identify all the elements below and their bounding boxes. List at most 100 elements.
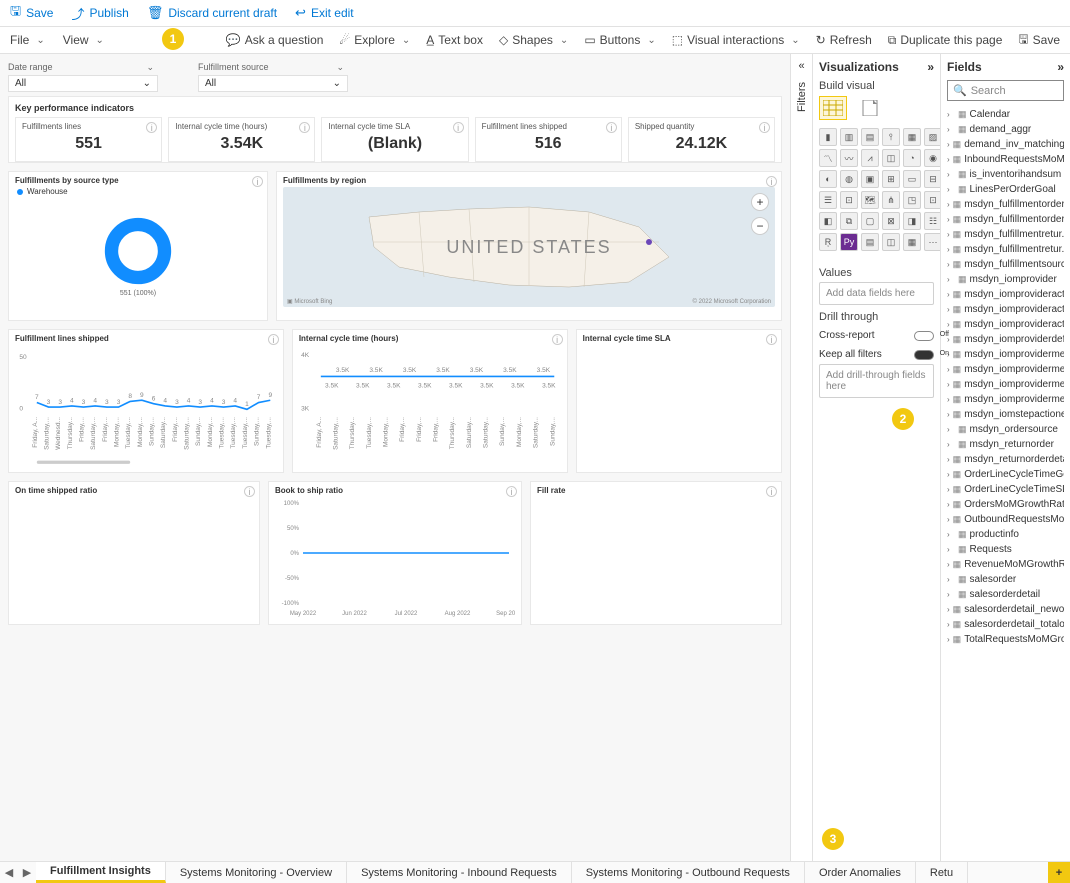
viz-type-icon[interactable]: ▭	[903, 170, 921, 188]
discard-button[interactable]: 🗑Discard current draft	[147, 5, 277, 21]
cycle-time-chart[interactable]: Internal cycle time (hours) i 4K3K3.5K3.…	[292, 329, 568, 473]
duplicate-page-button[interactable]: ⧉Duplicate this page	[888, 30, 1003, 51]
field-table-row[interactable]: ›▦TotalRequestsMoMGro...	[947, 632, 1064, 647]
info-icon[interactable]: i	[146, 122, 157, 133]
viz-type-icon[interactable]: ◐	[819, 170, 837, 188]
page-tab[interactable]: Systems Monitoring - Outbound Requests	[572, 862, 805, 883]
field-table-row[interactable]: ›▦salesorderdetail_newor...	[947, 602, 1064, 617]
expand-filters-icon[interactable]: «	[798, 60, 804, 72]
field-table-row[interactable]: ›▦InboundRequestsMoM...	[947, 152, 1064, 167]
kpi-card[interactable]: Fulfillment lines shippedi516	[475, 117, 622, 162]
field-table-row[interactable]: ›▦msdyn_iomprovideracti...	[947, 302, 1064, 317]
collapse-pane-icon[interactable]: »	[927, 60, 934, 74]
info-icon[interactable]: i	[453, 122, 464, 133]
viz-type-icon[interactable]: ▤	[861, 128, 879, 146]
field-table-row[interactable]: ›▦msdyn_fulfillmentretur...	[947, 242, 1064, 257]
page-tab[interactable]: Order Anomalies	[805, 862, 916, 883]
field-table-row[interactable]: ›▦msdyn_returnorder	[947, 437, 1064, 452]
file-menu[interactable]: File	[10, 33, 45, 47]
tabs-prev[interactable]: ◀	[0, 862, 18, 883]
viz-type-icon[interactable]: ▥	[840, 128, 858, 146]
viz-type-icon[interactable]: Ŗ	[819, 233, 837, 251]
field-table-row[interactable]: ›▦Requests	[947, 542, 1064, 557]
page-tab[interactable]: Systems Monitoring - Inbound Requests	[347, 862, 572, 883]
viz-type-icon[interactable]: ▢	[861, 212, 879, 230]
info-icon[interactable]: i	[244, 486, 255, 497]
kpi-card[interactable]: Internal cycle time SLAi(Blank)	[321, 117, 468, 162]
field-table-row[interactable]: ›▦msdyn_iomproviderdefi...	[947, 332, 1064, 347]
keep-filters-toggle[interactable]	[914, 350, 934, 360]
exit-edit-button[interactable]: ↩Exit edit	[295, 5, 354, 21]
field-table-row[interactable]: ›▦msdyn_iomproviderme...	[947, 362, 1064, 377]
viz-type-icon[interactable]: ⫯	[882, 128, 900, 146]
view-menu[interactable]: View	[63, 33, 104, 47]
lines-shipped-chart[interactable]: Fulfillment lines shipped i 500733434338…	[8, 329, 284, 473]
field-table-row[interactable]: ›▦OrderLineCycleTimeGoal	[947, 467, 1064, 482]
info-icon[interactable]: i	[759, 122, 770, 133]
viz-type-icon[interactable]: ⧉	[840, 212, 858, 230]
field-table-row[interactable]: ›▦msdyn_iomproviderme...	[947, 377, 1064, 392]
buttons-button[interactable]: ▭Buttons	[584, 30, 655, 51]
map-viewport[interactable]: UNITED STATES + − © 2022 Microsoft Corpo…	[283, 187, 775, 307]
viz-type-icon[interactable]: ▮	[819, 128, 837, 146]
field-table-row[interactable]: ›▦msdyn_fulfillmentretur...	[947, 227, 1064, 242]
drill-dropzone[interactable]: Add drill-through fields here	[819, 364, 934, 398]
ontime-ratio-chart[interactable]: On time shipped ratio i	[8, 481, 260, 625]
visual-interactions-button[interactable]: ⬚Visual interactions	[672, 30, 800, 51]
info-icon[interactable]: i	[766, 176, 777, 187]
tabs-next[interactable]: ▶	[18, 862, 36, 883]
map-zoom-out[interactable]: −	[751, 217, 769, 235]
values-dropzone[interactable]: Add data fields here	[819, 282, 934, 305]
viz-type-icon[interactable]: ◧	[819, 212, 837, 230]
viz-type-icon[interactable]: ⊞	[882, 170, 900, 188]
slicer-fulfillment-source[interactable]: Fulfillment source⌄ All⌄	[198, 62, 348, 92]
viz-type-icon[interactable]: ⩘	[861, 149, 879, 167]
field-table-row[interactable]: ›▦msdyn_fulfillmentorder...	[947, 212, 1064, 227]
fields-search-input[interactable]: 🔍Search	[947, 80, 1064, 101]
info-icon[interactable]: i	[268, 334, 279, 345]
field-table-row[interactable]: ›▦salesorderdetail	[947, 587, 1064, 602]
viz-type-icon[interactable]: ▦	[903, 128, 921, 146]
field-table-row[interactable]: ›▦OrderLineCycleTimeSLA	[947, 482, 1064, 497]
field-table-row[interactable]: ›▦msdyn_returnorderdetail	[947, 452, 1064, 467]
explore-button[interactable]: ☄Explore	[339, 30, 410, 51]
save-button-2[interactable]: 🖫Save	[1018, 30, 1060, 51]
viz-type-icon[interactable]: ◫	[882, 233, 900, 251]
viz-type-icon[interactable]: ⊠	[882, 212, 900, 230]
field-table-row[interactable]: ›▦msdyn_fulfillmentorder	[947, 197, 1064, 212]
field-table-row[interactable]: ›▦msdyn_iomproviderme...	[947, 392, 1064, 407]
field-table-row[interactable]: ›▦is_inventorihandsum	[947, 167, 1064, 182]
book-to-ship-chart[interactable]: Book to ship ratio i 100%50%0%-50%-100%M…	[268, 481, 522, 625]
kpi-card[interactable]: Shipped quantityi24.12K	[628, 117, 775, 162]
viz-type-icon[interactable]: ◨	[903, 212, 921, 230]
field-table-row[interactable]: ›▦msdyn_iomprovideracti...	[947, 287, 1064, 302]
refresh-button[interactable]: ↻Refresh	[816, 30, 872, 51]
viz-type-icon[interactable]: 🗺	[861, 191, 879, 209]
viz-type-icon[interactable]: 〰	[840, 149, 858, 167]
viz-type-icon[interactable]: ☰	[819, 191, 837, 209]
collapse-pane-icon[interactable]: »	[1057, 60, 1064, 74]
field-table-row[interactable]: ›▦LinesPerOrderGoal	[947, 182, 1064, 197]
viz-type-icon[interactable]: ◳	[903, 191, 921, 209]
map-zoom-in[interactable]: +	[751, 193, 769, 211]
info-icon[interactable]: i	[552, 334, 563, 345]
kpi-card[interactable]: Fulfillments linesi551	[15, 117, 162, 162]
viz-type-icon[interactable]: ◔	[903, 149, 921, 167]
add-page-tab[interactable]: +	[1048, 862, 1070, 883]
slicer-date-range[interactable]: Date range⌄ All⌄	[8, 62, 158, 92]
cross-report-toggle[interactable]	[914, 331, 934, 341]
map-chart-card[interactable]: Fulfillments by region i UNITED STATES	[276, 171, 782, 321]
field-table-row[interactable]: ›▦msdyn_iomprovideracti...	[947, 317, 1064, 332]
publish-button[interactable]: ⤴Publish	[71, 4, 128, 23]
shapes-button[interactable]: ◇Shapes	[499, 30, 568, 51]
field-table-row[interactable]: ›▦Calendar	[947, 107, 1064, 122]
info-icon[interactable]: i	[299, 122, 310, 133]
build-visual-tab[interactable]	[819, 96, 847, 120]
info-icon[interactable]: i	[506, 486, 517, 497]
info-icon[interactable]: i	[766, 334, 777, 345]
ask-question-button[interactable]: 💬Ask a question	[226, 30, 324, 51]
viz-type-icon[interactable]: ⋔	[882, 191, 900, 209]
cycle-sla-chart[interactable]: Internal cycle time SLA i	[576, 329, 782, 473]
field-table-row[interactable]: ›▦OrdersMoMGrowthRat...	[947, 497, 1064, 512]
viz-type-icon[interactable]: ⊡	[840, 191, 858, 209]
